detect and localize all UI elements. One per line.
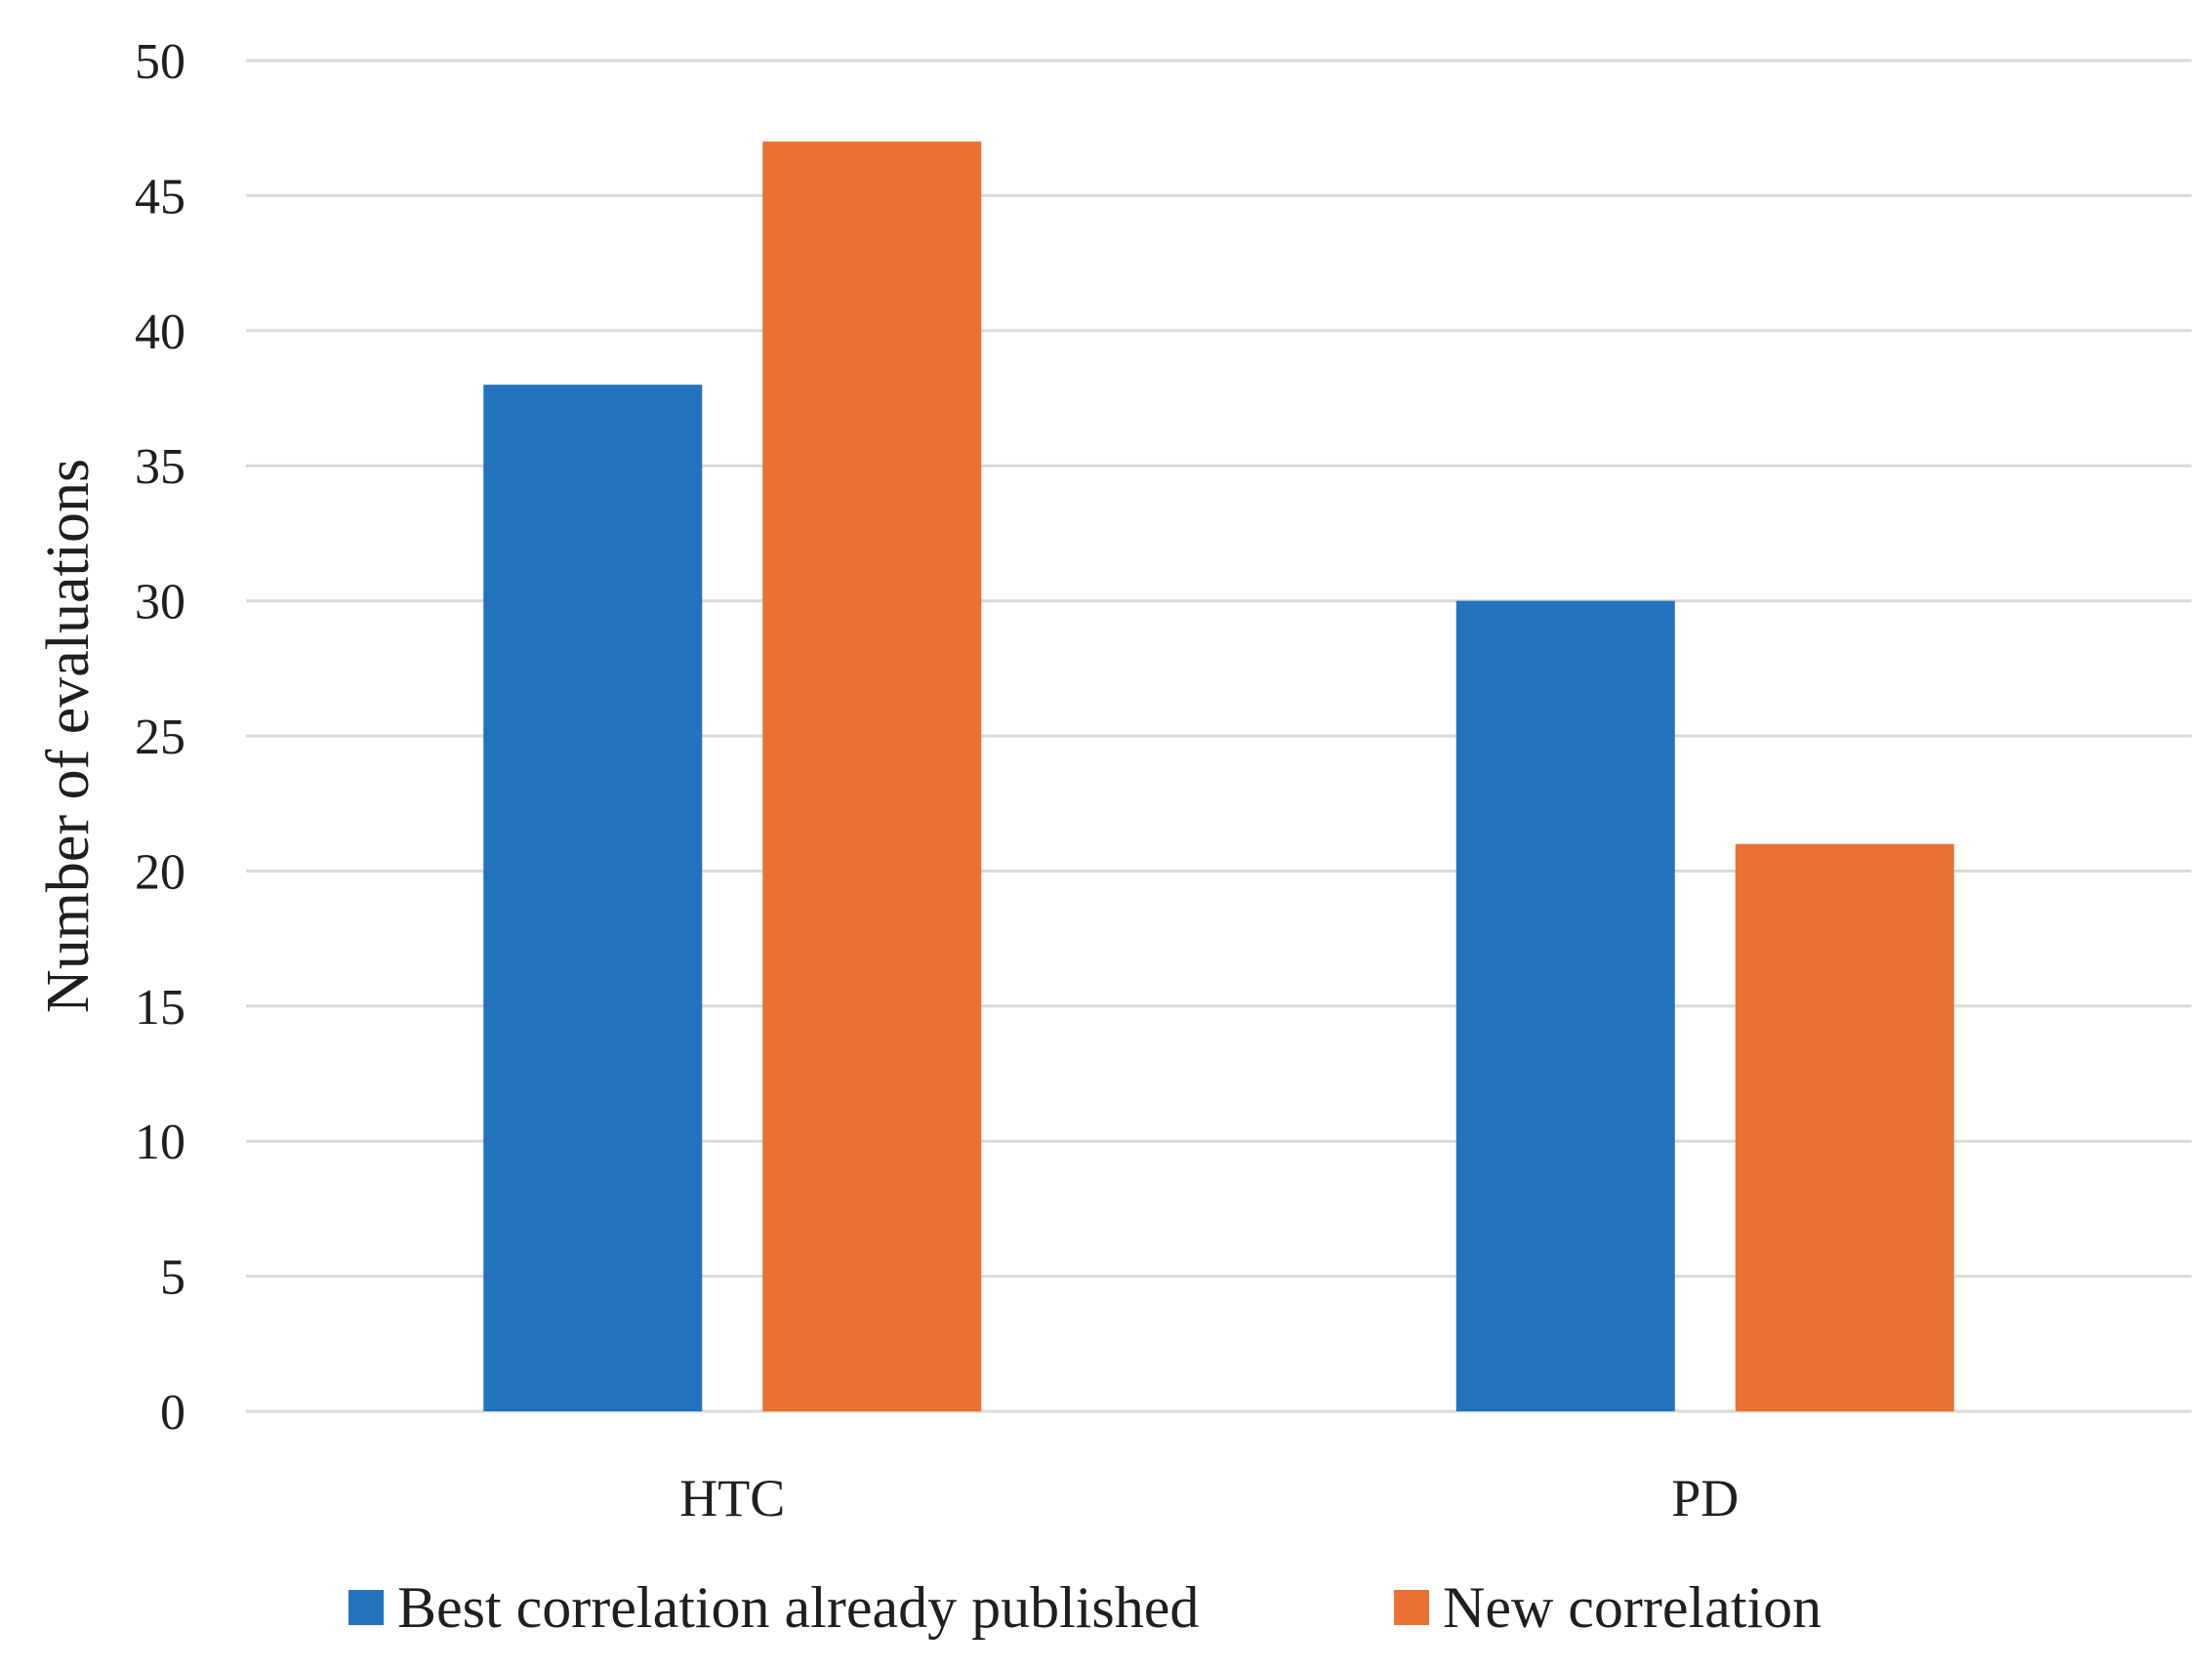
y-tick-label: 40 [135, 305, 185, 360]
y-tick-label: 50 [135, 34, 185, 90]
legend-label: Best correlation already published [397, 1575, 1199, 1640]
y-axis-ticks: 0 5 10 15 20 25 30 35 40 45 50 [135, 34, 185, 1441]
y-tick-label: 0 [160, 1385, 185, 1441]
x-category-label: HTC [679, 1469, 785, 1527]
y-tick-label: 10 [135, 1115, 185, 1170]
legend-label: New correlation [1443, 1575, 1822, 1640]
y-tick-label: 30 [135, 575, 185, 631]
legend-swatch [1394, 1590, 1429, 1625]
y-tick-label: 25 [135, 710, 185, 765]
legend: Best correlation already published New co… [348, 1575, 1822, 1640]
y-tick-label: 35 [135, 439, 185, 495]
bar-pd-series-2 [1735, 843, 1954, 1411]
y-tick-label: 45 [135, 169, 185, 224]
y-tick-label: 20 [135, 844, 185, 900]
bar-pd-series-1 [1455, 600, 1675, 1411]
bar-htc-series-1 [483, 385, 703, 1411]
bars [483, 142, 1954, 1411]
y-tick-label: 5 [160, 1250, 185, 1306]
x-category-label: PD [1671, 1469, 1739, 1527]
y-axis-title: Number of evaluations [35, 459, 102, 1013]
bar-htc-series-2 [762, 142, 982, 1411]
legend-swatch [348, 1590, 384, 1625]
x-axis-categories: HTC PD [679, 1469, 1739, 1527]
y-tick-label: 15 [135, 980, 185, 1036]
